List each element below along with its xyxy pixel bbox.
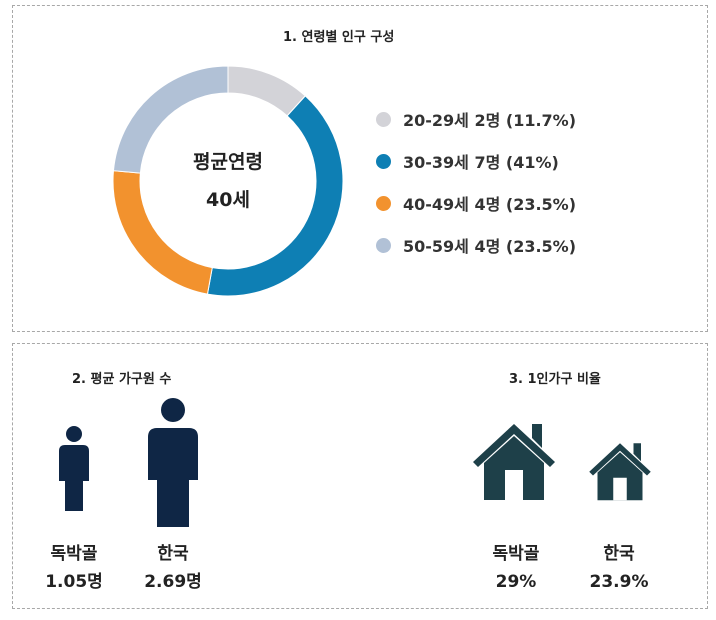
household-size-korea: 한국 2.69명 [133, 540, 213, 596]
legend-label: 30-39세 7명 (41%) [403, 153, 559, 172]
legend-item-30s: 30-39세 7명 (41%) [376, 140, 576, 182]
donut-svg [112, 65, 344, 297]
average-age-label: 평균연령 [193, 151, 263, 173]
legend-item-50s: 50-59세 4명 (23.5%) [376, 224, 576, 266]
slice-50s [112, 65, 229, 174]
region-name: 한국 [603, 544, 635, 564]
legend-swatch [376, 195, 391, 211]
region-name: 한국 [157, 544, 189, 564]
legend-label: 40-49세 4명 (23.5%) [403, 195, 577, 214]
house-icon [473, 424, 555, 500]
legend-item-20s: 20-29세 2명 (11.7%) [376, 98, 576, 140]
single-household-value: 23.9% [589, 572, 649, 592]
single-household-dokbakgol: 독박골 29% [476, 540, 556, 596]
single-household-value: 29% [495, 572, 537, 592]
house-icon [589, 443, 651, 501]
age-composition-title: 1. 연령별 인구 구성 [283, 30, 395, 45]
household-size-title: 2. 평균 가구원 수 [72, 372, 172, 387]
region-name: 독박골 [50, 544, 98, 564]
household-size-value: 1.05명 [45, 572, 103, 592]
age-donut-chart: 평균연령 40세 [112, 65, 344, 297]
single-household-title: 3. 1인가구 비율 [509, 372, 601, 387]
person-icon [59, 426, 89, 511]
region-name: 독박골 [492, 544, 540, 564]
person-icon [148, 398, 198, 527]
legend-item-40s: 40-49세 4명 (23.5%) [376, 182, 576, 224]
legend-label: 20-29세 2명 (11.7%) [403, 111, 577, 130]
household-size-value: 2.69명 [144, 572, 202, 592]
household-size-dokbakgol: 독박골 1.05명 [34, 540, 114, 596]
donut-center-label: 평균연령 40세 [112, 65, 344, 297]
age-composition-panel [12, 5, 708, 332]
single-household-korea: 한국 23.9% [579, 540, 659, 596]
legend-label: 50-59세 4명 (23.5%) [403, 237, 577, 256]
age-legend: 20-29세 2명 (11.7%) 30-39세 7명 (41%) 40-49세… [376, 98, 576, 266]
legend-swatch [376, 237, 391, 253]
average-age-value: 40세 [206, 189, 250, 211]
legend-swatch [376, 111, 391, 127]
legend-swatch [376, 153, 391, 169]
household-panel [12, 343, 708, 609]
